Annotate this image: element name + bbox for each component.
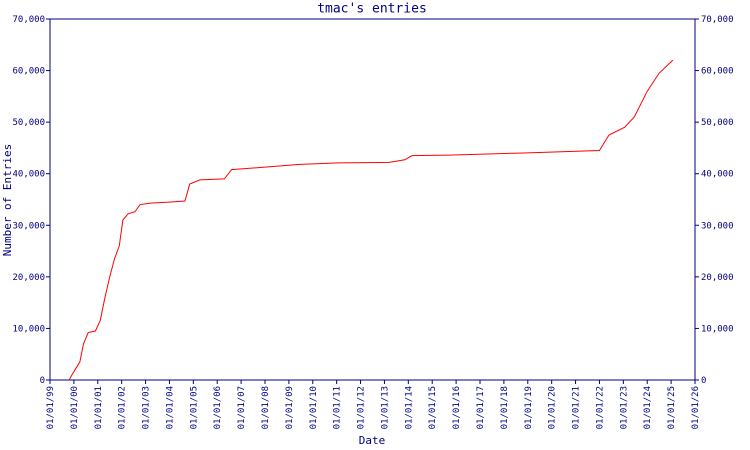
x-tick-label: 01/01/22: [595, 386, 605, 429]
x-tick-label: 01/01/23: [619, 386, 629, 429]
x-tick-label: 01/01/06: [213, 386, 223, 429]
x-tick-label: 01/01/15: [428, 386, 438, 429]
y2-tick-label: 50,000: [701, 118, 734, 128]
x-tick-label: 01/01/09: [285, 386, 295, 429]
x-tick-label: 01/01/16: [452, 386, 462, 429]
y-tick-label: 0: [40, 376, 45, 386]
y-tick-label: 70,000: [12, 15, 45, 25]
x-tick-label: 01/01/10: [309, 386, 319, 429]
x-tick-label: 01/01/07: [237, 386, 247, 429]
y-tick-label: 10,000: [12, 324, 45, 334]
x-tick-label: 01/01/08: [261, 386, 271, 429]
x-tick-label: 01/01/14: [404, 386, 414, 429]
y2-tick-label: 30,000: [701, 221, 734, 231]
x-tick-label: 01/01/24: [643, 386, 653, 429]
y-tick-label: 60,000: [12, 67, 45, 77]
x-tick-label: 01/01/19: [524, 386, 534, 429]
x-tick-label: 01/01/13: [380, 386, 390, 429]
y2-tick-label: 70,000: [701, 15, 734, 25]
chart-title: tmac's entries: [317, 2, 427, 17]
x-tick-label: 01/01/20: [548, 386, 558, 429]
y2-tick-label: 10,000: [701, 324, 734, 334]
x-tick-label: 01/01/03: [142, 386, 152, 429]
x-tick-label: 01/01/17: [476, 386, 486, 429]
x-tick-label: 01/01/12: [357, 386, 367, 429]
y-tick-label: 30,000: [12, 221, 45, 231]
data-line: [68, 59, 674, 381]
x-tick-label: 01/01/02: [118, 386, 128, 429]
y2-tick-label: 20,000: [701, 273, 734, 283]
x-axis-label: Date: [359, 434, 386, 447]
y2-tick-label: 40,000: [701, 170, 734, 180]
y-tick-label: 40,000: [12, 170, 45, 180]
y-axis-label: Number of Entries: [1, 144, 14, 257]
x-tick-label: 01/01/05: [189, 386, 199, 429]
x-tick-label: 01/01/99: [46, 386, 56, 429]
x-tick-label: 01/01/25: [667, 386, 677, 429]
x-tick-label: 01/01/04: [165, 386, 175, 429]
y2-tick-label: 0: [701, 376, 706, 386]
y-tick-label: 50,000: [12, 118, 45, 128]
plot-frame: [49, 18, 696, 381]
y-tick-label: 20,000: [12, 273, 45, 283]
y2-tick-label: 60,000: [701, 67, 734, 77]
x-tick-label: 01/01/11: [333, 386, 343, 429]
x-tick-label: 01/01/18: [500, 386, 510, 429]
x-tick-label: 01/01/26: [691, 386, 701, 429]
x-tick-label: 01/01/00: [70, 386, 80, 429]
x-tick-label: 01/01/21: [572, 386, 582, 429]
x-tick-label: 01/01/01: [94, 386, 104, 429]
